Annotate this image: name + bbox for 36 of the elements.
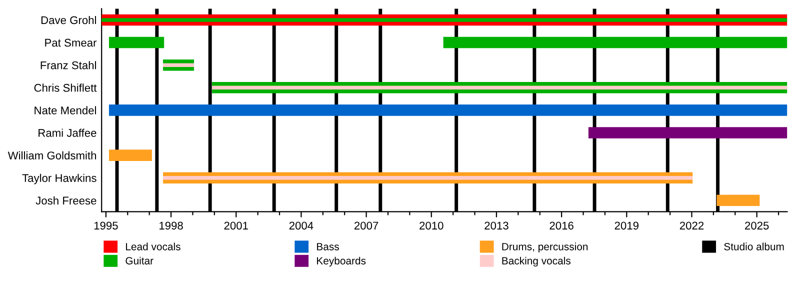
bar: [108, 150, 152, 161]
y-tick-label: Pat Smear: [45, 38, 97, 47]
bar: [163, 176, 693, 180]
legend-label: Bass: [317, 243, 339, 250]
x-tick-label: 1998: [160, 222, 183, 230]
x-tick-label: 1995: [94, 222, 118, 230]
y-tick-label: Chris Shiflett: [34, 84, 97, 92]
y-tick-label: Taylor Hawkins: [22, 174, 96, 184]
x-tick-label: 2007: [354, 222, 378, 230]
y-tick-label: Franz Stahl: [40, 61, 96, 70]
legend-label: Backing vocals: [502, 256, 571, 267]
bar: [443, 36, 788, 48]
y-tick-label: Nate Mendel: [34, 106, 96, 114]
bar: [163, 63, 194, 67]
x-tick-label: 2025: [745, 222, 769, 230]
legend-label: Lead vocals: [126, 242, 180, 250]
y-tick-label: Dave Grohl: [41, 16, 96, 24]
legend-label: Keyboards: [317, 256, 366, 267]
legend-label: Studio album: [724, 242, 784, 250]
bar: [108, 36, 164, 48]
legend-label: Drums, percussion: [502, 242, 588, 252]
bar: [108, 104, 788, 116]
y-tick-label: Josh Freese: [36, 196, 96, 205]
legend-label: Guitar: [126, 256, 154, 264]
bar: [212, 86, 788, 90]
y-tick-label: Rami Jaffee: [38, 128, 96, 137]
y-tick-label: William Goldsmith: [8, 151, 96, 160]
bar: [716, 194, 760, 206]
x-tick-label: 2013: [484, 222, 508, 230]
x-tick-label: 2004: [289, 222, 314, 230]
x-tick-label: 2010: [420, 222, 444, 230]
x-tick-label: 2016: [550, 222, 574, 230]
x-tick-label: 2001: [224, 222, 248, 230]
x-tick-label: 2022: [680, 222, 704, 230]
x-tick-label: 2019: [614, 222, 638, 230]
bar: [588, 127, 788, 138]
